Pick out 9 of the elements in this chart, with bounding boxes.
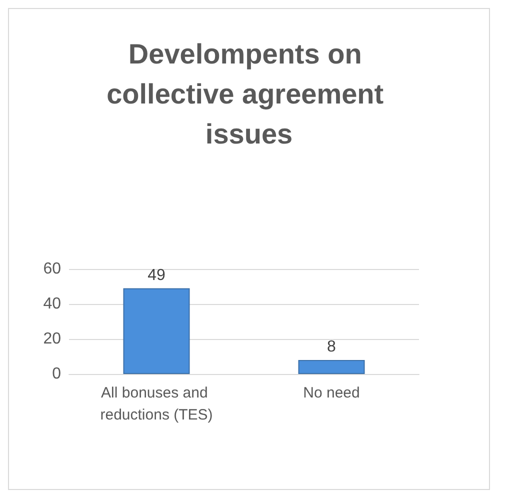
y-tick-label: 0 <box>52 366 62 382</box>
data-label: 49 <box>148 266 166 284</box>
x-tick-label: No need <box>303 384 360 402</box>
x-tick-label: All bonuses and reductions (TES) <box>100 384 213 424</box>
y-tick-label: 60 <box>43 260 62 278</box>
y-tick-label: 40 <box>43 296 62 312</box>
chart-title: Develompents on collective agreement issues <box>106 38 392 150</box>
data-label: 8 <box>327 338 336 356</box>
y-tick-label: 20 <box>43 330 62 348</box>
